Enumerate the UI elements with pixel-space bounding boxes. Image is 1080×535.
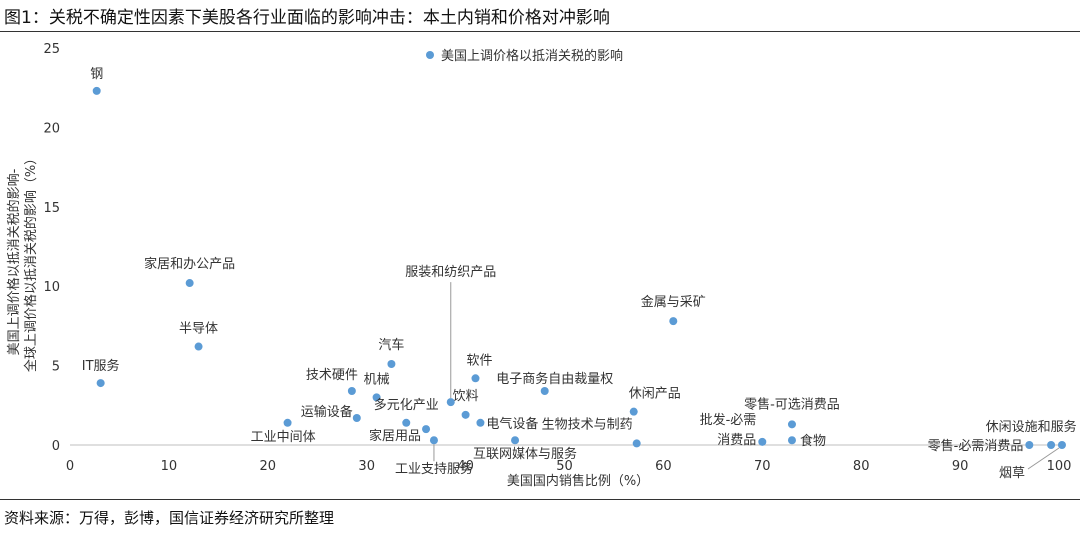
data-label: 互联网媒体与服务 xyxy=(473,446,577,462)
y-tick-label: 15 xyxy=(43,201,60,216)
data-point xyxy=(387,360,396,369)
data-label: 零售-可选消费品 xyxy=(744,396,840,412)
legend-label: 美国上调价格以抵消关税的影响 xyxy=(441,48,623,64)
data-point xyxy=(96,379,105,388)
y-tick-label: 20 xyxy=(43,121,60,136)
data-point xyxy=(185,279,194,288)
data-point xyxy=(422,425,431,434)
data-point xyxy=(352,414,361,423)
data-label: 电气设备 xyxy=(486,416,538,432)
data-point xyxy=(194,342,203,351)
data-point xyxy=(1057,441,1066,449)
data-point xyxy=(629,407,638,416)
source-note: 资料来源：万得，彭博，国信证券经济研究所整理 xyxy=(4,509,335,527)
data-label: 工业支持服务 xyxy=(395,461,473,477)
x-tick-label: 60 xyxy=(655,459,672,474)
data-label: 零售-必需消费品 xyxy=(928,438,1024,454)
data-point xyxy=(461,410,470,419)
legend: 美国上调价格以抵消关税的影响 xyxy=(426,48,623,64)
data-point xyxy=(632,439,641,448)
data-point xyxy=(1047,441,1056,449)
data-point xyxy=(92,86,101,95)
x-tick-label: 90 xyxy=(952,459,969,474)
data-point xyxy=(669,317,678,326)
data-label: 饮料 xyxy=(453,389,479,404)
y-axis-title: 全球上调价格以抵消关税的影响（%） xyxy=(23,152,39,372)
data-point xyxy=(787,420,796,429)
data-point xyxy=(1025,441,1034,449)
data-label: 休闲产品 xyxy=(629,387,681,402)
data-point xyxy=(471,374,480,383)
bottom-rule xyxy=(0,499,1080,500)
legend-marker xyxy=(426,51,434,59)
data-label: 电子商务自由裁量权 xyxy=(496,371,613,387)
data-label: 金属与采矿 xyxy=(641,294,706,310)
data-points xyxy=(92,86,1066,449)
x-tick-label: 50 xyxy=(556,459,573,474)
leader-line xyxy=(1027,447,1060,470)
data-point xyxy=(402,418,411,427)
data-label: 烟草 xyxy=(999,466,1025,481)
data-label: 家居用品 xyxy=(369,428,421,444)
data-point xyxy=(429,436,438,445)
data-label: 休闲设施和服务 xyxy=(986,419,1077,435)
data-point xyxy=(540,387,549,396)
data-label: 半导体 xyxy=(179,322,218,337)
data-point xyxy=(283,418,292,427)
data-label: 家居和办公产品 xyxy=(144,256,235,272)
data-label: 机械 xyxy=(364,372,390,387)
x-tick-label: 80 xyxy=(853,459,870,474)
y-tick-label: 5 xyxy=(52,360,60,375)
data-label: 汽车 xyxy=(378,337,404,353)
data-label: 批发-必需消费品 xyxy=(700,412,757,448)
data-point xyxy=(787,436,796,445)
y-tick-label: 10 xyxy=(43,280,60,295)
data-point xyxy=(347,387,356,396)
x-axis-title: 美国国内销售比例（%） xyxy=(507,473,649,489)
x-tick-label: 70 xyxy=(754,459,771,474)
y-tick-label: 25 xyxy=(43,42,60,57)
data-label: 软件 xyxy=(466,353,492,368)
data-label: 多元化产业 xyxy=(374,397,439,413)
y-tick-label: 0 xyxy=(52,439,60,454)
data-point xyxy=(511,436,520,445)
data-point xyxy=(476,418,485,427)
x-tick-label: 0 xyxy=(66,459,74,474)
data-label: 生物技术与制药 xyxy=(542,417,633,432)
figure-title: 图1：关税不确定性因素下美股各行业面临的影响冲击：本土内销和价格对冲影响 xyxy=(4,8,610,28)
x-tick-label: 10 xyxy=(161,459,178,474)
data-label: 服装和纺织产品 xyxy=(405,265,496,280)
axes: 0 10 20 30 40 50 60 70 80 90 100 0 5 10 15 20 25 美国国内销售比例… xyxy=(6,42,1071,489)
x-tick-label: 40 xyxy=(457,459,474,474)
data-label: 钢 xyxy=(90,67,103,82)
x-tick-label: 30 xyxy=(358,459,375,474)
data-point xyxy=(446,398,455,407)
x-tick-label: 20 xyxy=(260,459,277,474)
top-rule xyxy=(0,31,1080,32)
y-axis-title: 美国上调价格以抵消关税的影响- xyxy=(6,168,22,355)
data-point xyxy=(372,393,381,402)
data-label: 运输设备 xyxy=(301,404,353,420)
x-tick-label: 100 xyxy=(1047,459,1072,474)
data-label: IT服务 xyxy=(82,358,120,374)
data-label: 食物 xyxy=(800,433,826,449)
data-label: 技术硬件 xyxy=(306,368,358,383)
data-label: 工业中间体 xyxy=(251,430,316,445)
data-point xyxy=(758,437,767,446)
